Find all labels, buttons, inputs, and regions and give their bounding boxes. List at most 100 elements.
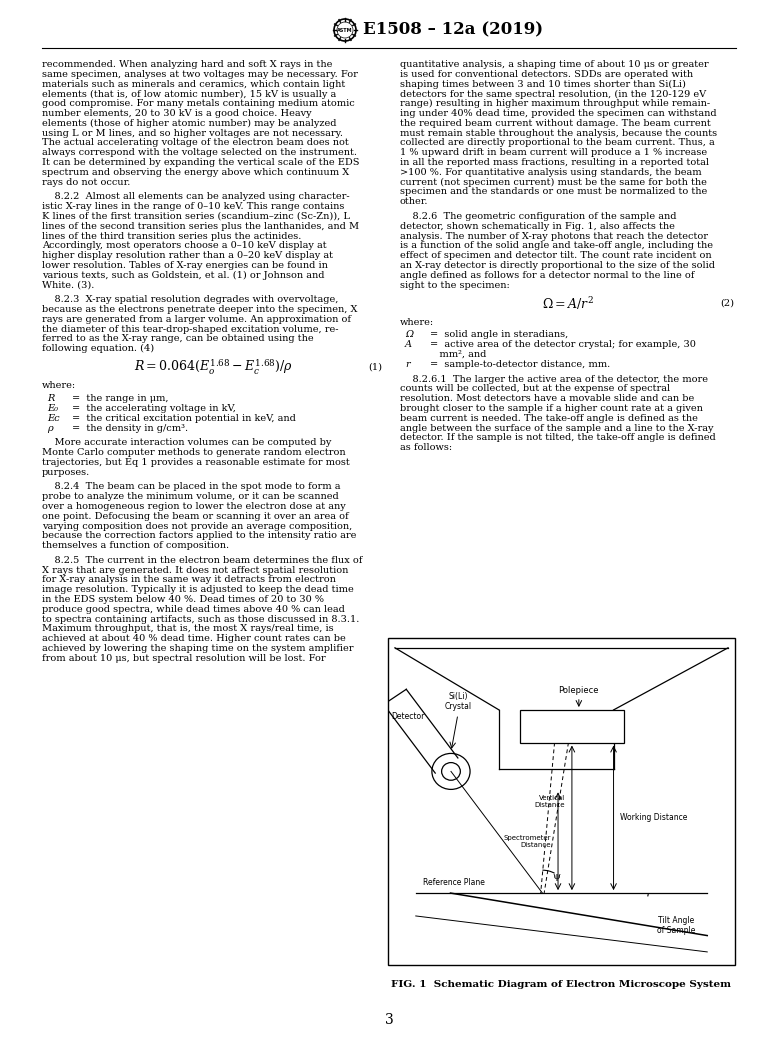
Text: Maximum throughput, that is, the most X rays/real time, is: Maximum throughput, that is, the most X … <box>42 625 334 634</box>
Text: analysis. The number of X-ray photons that reach the detector: analysis. The number of X-ray photons th… <box>400 231 708 240</box>
Text: lines of the third transition series plus the actinides.: lines of the third transition series plu… <box>42 231 301 240</box>
Text: ASTM: ASTM <box>337 27 352 32</box>
Text: where:: where: <box>400 318 434 327</box>
Text: =  solid angle in steradians,: = solid angle in steradians, <box>430 330 568 339</box>
Text: produce good spectra, while dead times above 40 % can lead: produce good spectra, while dead times a… <box>42 605 345 614</box>
Text: E₀: E₀ <box>47 404 58 413</box>
Text: R: R <box>47 395 54 403</box>
Text: 3: 3 <box>384 1013 394 1027</box>
Text: using L or M lines, and so higher voltages are not necessary.: using L or M lines, and so higher voltag… <box>42 129 343 137</box>
Text: 8.2.6  The geometric configuration of the sample and: 8.2.6 The geometric configuration of the… <box>400 212 677 221</box>
Text: =  the range in μm,: = the range in μm, <box>72 395 169 403</box>
Text: (1): (1) <box>368 362 382 372</box>
Text: Accordingly, most operators choose a 0–10 keV display at: Accordingly, most operators choose a 0–1… <box>42 242 327 250</box>
Text: counts will be collected, but at the expense of spectral: counts will be collected, but at the exp… <box>400 384 670 393</box>
Text: collected are directly proportional to the beam current. Thus, a: collected are directly proportional to t… <box>400 138 715 148</box>
Text: same specimen, analyses at two voltages may be necessary. For: same specimen, analyses at two voltages … <box>42 70 358 79</box>
Text: Reference Plane: Reference Plane <box>423 878 485 887</box>
Text: quantitative analysis, a shaping time of about 10 μs or greater: quantitative analysis, a shaping time of… <box>400 60 709 69</box>
Text: current (not specimen current) must be the same for both the: current (not specimen current) must be t… <box>400 178 707 186</box>
Text: r: r <box>405 360 410 369</box>
Text: Vertical
Distance: Vertical Distance <box>534 795 565 808</box>
Text: higher display resolution rather than a 0–20 keV display at: higher display resolution rather than a … <box>42 251 333 260</box>
Text: from about 10 μs, but spectral resolution will be lost. For: from about 10 μs, but spectral resolutio… <box>42 654 326 663</box>
Text: =  the density in g/cm³.: = the density in g/cm³. <box>72 424 188 433</box>
Text: rays do not occur.: rays do not occur. <box>42 178 131 186</box>
Text: sight to the specimen:: sight to the specimen: <box>400 280 510 289</box>
Text: achieved by lowering the shaping time on the system amplifier: achieved by lowering the shaping time on… <box>42 644 353 653</box>
Text: detector, shown schematically in Fig. 1, also affects the: detector, shown schematically in Fig. 1,… <box>400 222 675 231</box>
Text: 8.2.6.1  The larger the active area of the detector, the more: 8.2.6.1 The larger the active area of th… <box>400 375 708 383</box>
Text: always correspond with the voltage selected on the instrument.: always correspond with the voltage selec… <box>42 148 357 157</box>
Text: Si(Li)
Crystal: Si(Li) Crystal <box>444 691 471 711</box>
Text: mm², and: mm², and <box>430 350 486 359</box>
Text: an X-ray detector is directly proportional to the size of the solid: an X-ray detector is directly proportion… <box>400 261 715 270</box>
Text: X rays that are generated. It does not affect spatial resolution: X rays that are generated. It does not a… <box>42 565 349 575</box>
Text: ψ: ψ <box>552 872 560 882</box>
Text: 1 % upward drift in beam current will produce a 1 % increase: 1 % upward drift in beam current will pr… <box>400 148 707 157</box>
Text: over a homogeneous region to lower the electron dose at any: over a homogeneous region to lower the e… <box>42 502 345 511</box>
Text: resolution. Most detectors have a movable slide and can be: resolution. Most detectors have a movabl… <box>400 395 694 403</box>
Text: angle defined as follows for a detector normal to the line of: angle defined as follows for a detector … <box>400 271 695 280</box>
Text: following equation. (4): following equation. (4) <box>42 345 154 353</box>
Text: beam current is needed. The take-off angle is defined as the: beam current is needed. The take-off ang… <box>400 413 698 423</box>
Text: elements (those of higher atomic number) may be analyzed: elements (those of higher atomic number)… <box>42 119 337 128</box>
Text: probe to analyze the minimum volume, or it can be scanned: probe to analyze the minimum volume, or … <box>42 492 338 501</box>
Bar <box>388 638 735 965</box>
Text: themselves a function of composition.: themselves a function of composition. <box>42 541 230 551</box>
Text: purposes.: purposes. <box>42 467 90 477</box>
Text: in all the reported mass fractions, resulting in a reported total: in all the reported mass fractions, resu… <box>400 158 709 167</box>
Text: angle between the surface of the sample and a line to the X-ray: angle between the surface of the sample … <box>400 424 713 433</box>
Text: ferred to as the X-ray range, can be obtained using the: ferred to as the X-ray range, can be obt… <box>42 334 314 344</box>
Text: detectors for the same spectral resolution, (in the 120-129 eV: detectors for the same spectral resoluti… <box>400 90 706 99</box>
Text: effect of specimen and detector tilt. The count rate incident on: effect of specimen and detector tilt. Th… <box>400 251 712 260</box>
Text: ρ: ρ <box>47 424 53 433</box>
Text: More accurate interaction volumes can be computed by: More accurate interaction volumes can be… <box>42 438 331 448</box>
Text: brought closer to the sample if a higher count rate at a given: brought closer to the sample if a higher… <box>400 404 703 413</box>
Text: achieved at about 40 % dead time. Higher count rates can be: achieved at about 40 % dead time. Higher… <box>42 634 345 643</box>
Text: =  the critical excitation potential in keV, and: = the critical excitation potential in k… <box>72 413 296 423</box>
Text: materials such as minerals and ceramics, which contain light: materials such as minerals and ceramics,… <box>42 79 345 88</box>
Text: $R = 0.064(E_o^{1.68} - E_c^{1.68})/\rho$: $R = 0.064(E_o^{1.68} - E_c^{1.68})/\rho… <box>134 357 293 377</box>
Text: White. (3).: White. (3). <box>42 280 94 289</box>
Text: because as the electrons penetrate deeper into the specimen, X: because as the electrons penetrate deepe… <box>42 305 358 314</box>
Text: elements (that is, of low atomic number), 15 kV is usually a: elements (that is, of low atomic number)… <box>42 90 336 99</box>
Text: various texts, such as Goldstein, et al. (1) or Johnson and: various texts, such as Goldstein, et al.… <box>42 271 324 280</box>
Text: number elements, 20 to 30 kV is a good choice. Heavy: number elements, 20 to 30 kV is a good c… <box>42 109 312 118</box>
Text: good compromise. For many metals containing medium atomic: good compromise. For many metals contain… <box>42 99 355 108</box>
Text: detector. If the sample is not tilted, the take-off angle is defined: detector. If the sample is not tilted, t… <box>400 433 716 442</box>
Text: Monte Carlo computer methods to generate random electron: Monte Carlo computer methods to generate… <box>42 448 345 457</box>
Text: is used for conventional detectors. SDDs are operated with: is used for conventional detectors. SDDs… <box>400 70 693 79</box>
Text: must remain stable throughout the analysis, because the counts: must remain stable throughout the analys… <box>400 129 717 137</box>
Text: one point. Defocusing the beam or scanning it over an area of: one point. Defocusing the beam or scanni… <box>42 512 349 520</box>
Text: Ω: Ω <box>405 330 413 339</box>
Text: rays are generated from a larger volume. An approximation of: rays are generated from a larger volume.… <box>42 314 351 324</box>
Text: Detector: Detector <box>391 712 425 721</box>
Text: in the EDS system below 40 %. Dead times of 20 to 30 %: in the EDS system below 40 %. Dead times… <box>42 595 324 604</box>
Text: $\Omega = A/r^2$: $\Omega = A/r^2$ <box>542 295 594 311</box>
Text: FIG. 1  Schematic Diagram of Electron Microscope System: FIG. 1 Schematic Diagram of Electron Mic… <box>391 980 731 989</box>
Text: specimen and the standards or one must be normalized to the: specimen and the standards or one must b… <box>400 187 707 197</box>
Text: A: A <box>405 340 412 350</box>
Text: image resolution. Typically it is adjusted to keep the dead time: image resolution. Typically it is adjust… <box>42 585 354 594</box>
Text: 8.2.5  The current in the electron beam determines the flux of: 8.2.5 The current in the electron beam d… <box>42 556 363 565</box>
Text: to spectra containing artifacts, such as those discussed in 8.3.1.: to spectra containing artifacts, such as… <box>42 614 359 624</box>
Text: 8.2.3  X-ray spatial resolution degrades with overvoltage,: 8.2.3 X-ray spatial resolution degrades … <box>42 296 338 304</box>
Text: range) resulting in higher maximum throughput while remain-: range) resulting in higher maximum throu… <box>400 99 710 108</box>
Text: is a function of the solid angle and take-off angle, including the: is a function of the solid angle and tak… <box>400 242 713 250</box>
Text: where:: where: <box>42 381 76 390</box>
Text: the diameter of this tear-drop-shaped excitation volume, re-: the diameter of this tear-drop-shaped ex… <box>42 325 338 333</box>
Text: Tilt Angle
of Sample: Tilt Angle of Sample <box>657 916 696 936</box>
Text: shaping times between 3 and 10 times shorter than Si(Li): shaping times between 3 and 10 times sho… <box>400 79 686 88</box>
Text: trajectories, but Eq 1 provides a reasonable estimate for most: trajectories, but Eq 1 provides a reason… <box>42 458 350 466</box>
Text: The actual accelerating voltage of the electron beam does not: The actual accelerating voltage of the e… <box>42 138 349 148</box>
Text: E1508 – 12a (2019): E1508 – 12a (2019) <box>363 22 543 39</box>
Text: Eᴄ: Eᴄ <box>47 413 60 423</box>
Text: =  active area of the detector crystal; for example, 30: = active area of the detector crystal; f… <box>430 340 696 350</box>
Text: for X-ray analysis in the same way it detracts from electron: for X-ray analysis in the same way it de… <box>42 576 336 584</box>
Text: 8.2.2  Almost all elements can be analyzed using character-: 8.2.2 Almost all elements can be analyze… <box>42 193 349 201</box>
Text: 8.2.4  The beam can be placed in the spot mode to form a: 8.2.4 The beam can be placed in the spot… <box>42 482 341 491</box>
Text: because the correction factors applied to the intensity ratio are: because the correction factors applied t… <box>42 531 356 540</box>
Text: varying composition does not provide an average composition,: varying composition does not provide an … <box>42 522 352 531</box>
Text: Spectrometer
Distance: Spectrometer Distance <box>503 835 551 847</box>
